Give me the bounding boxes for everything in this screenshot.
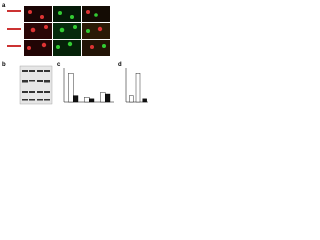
image-tile	[53, 23, 81, 39]
panel-label: b	[2, 62, 6, 68]
image-tile	[82, 40, 110, 56]
western-blot	[19, 65, 53, 105]
image-tile	[53, 40, 81, 56]
cells-green	[56, 11, 106, 49]
figure: a b c d	[2, 3, 148, 105]
panel-label: a	[2, 3, 6, 9]
image-tile	[24, 6, 52, 22]
bar	[84, 96, 90, 103]
row-label	[7, 10, 21, 12]
bar	[72, 95, 79, 103]
blot-bands	[22, 70, 50, 101]
blot-membrane	[19, 65, 53, 105]
image-tile	[24, 23, 52, 39]
row-label	[7, 45, 21, 47]
bar	[104, 93, 111, 103]
bar	[135, 72, 141, 103]
bar	[100, 92, 106, 103]
image-tile	[82, 23, 110, 39]
microscopy-grid	[7, 6, 110, 56]
bar	[68, 72, 74, 103]
bar	[142, 98, 147, 103]
panel-label: c	[57, 62, 61, 68]
bar	[88, 98, 95, 103]
panel-label: d	[118, 62, 122, 68]
bar	[129, 95, 134, 103]
cells-red	[27, 10, 103, 50]
row-label	[7, 28, 21, 30]
image-tile	[53, 6, 81, 22]
